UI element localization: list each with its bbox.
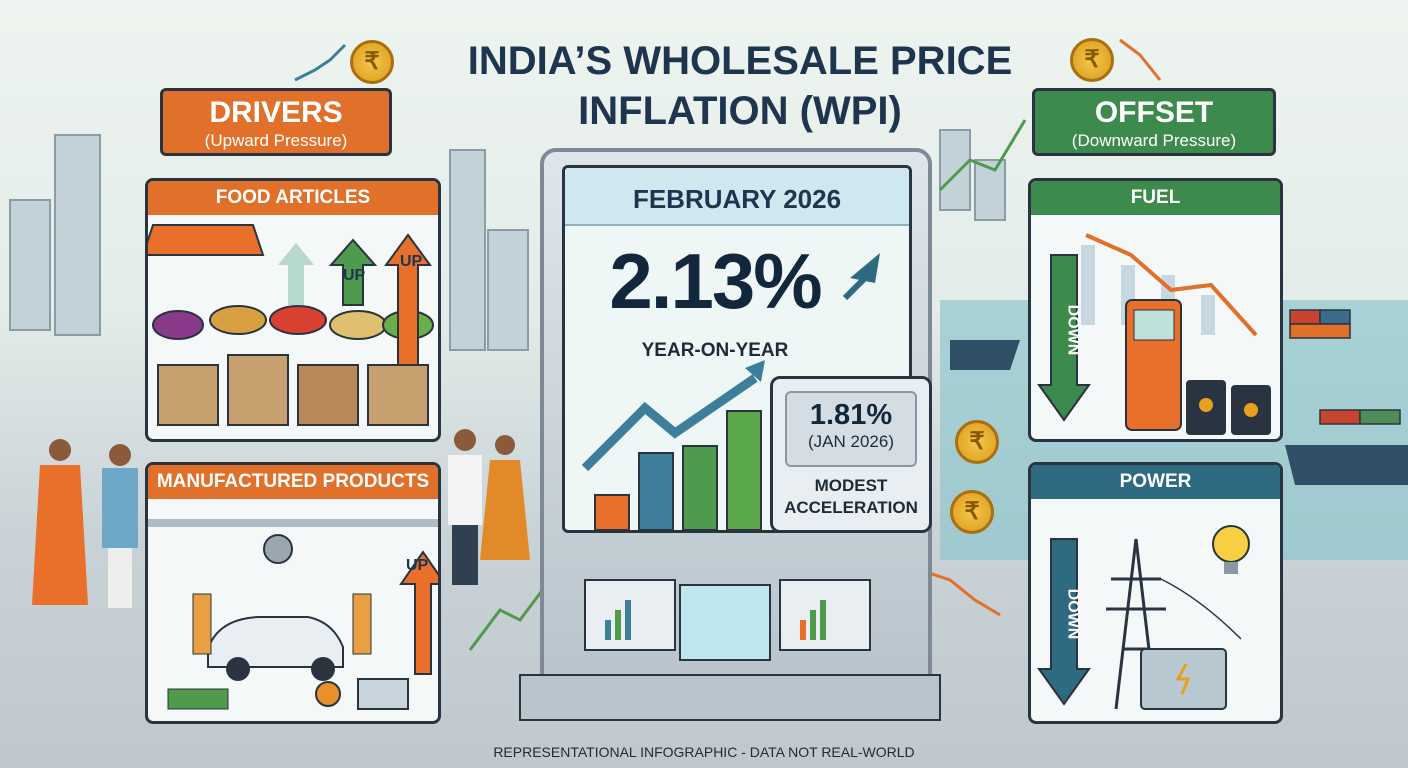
offset-title: OFFSET — [1094, 96, 1214, 129]
kiosk-base — [519, 579, 941, 721]
drivers-subtitle: (Upward Pressure) — [204, 131, 348, 150]
bar-4 — [726, 410, 762, 530]
bar-1 — [594, 494, 630, 530]
drivers-title: DRIVERS — [209, 96, 343, 129]
page-title: INDIA’S WHOLESALE PRICE INFLATION (WPI) — [360, 36, 1120, 136]
fuel-pump-illustration — [1037, 233, 1271, 435]
up-label: UP — [406, 557, 429, 574]
rupee-coin-icon: ₹ — [950, 490, 994, 534]
trend-chart — [581, 253, 880, 530]
offset-banner: OFFSET (Downward Pressure) — [1032, 88, 1276, 156]
year-on-year-caption: YEAR-ON-YEAR — [641, 340, 789, 361]
previous-date: (JAN 2026) — [808, 432, 894, 451]
rupee-coin-icon: ₹ — [1070, 38, 1114, 82]
up-arrow-icon — [745, 360, 765, 382]
month-label: FEBRUARY 2026 — [565, 168, 909, 226]
manufactured-products-header: MANUFACTURED PRODUCTS — [148, 465, 438, 499]
previous-value: 1.81% — [809, 399, 893, 431]
power-header: POWER — [1031, 465, 1280, 499]
market-stall-illustration — [148, 224, 434, 426]
factory-illustration — [148, 519, 438, 710]
down-label: DOWN — [1064, 588, 1082, 640]
bar-2 — [638, 452, 674, 530]
power-tower-illustration — [1037, 525, 1250, 710]
bar-3 — [682, 445, 718, 530]
title-line-1: INDIA’S WHOLESALE PRICE — [467, 39, 1013, 83]
trend-arrow-icon — [850, 253, 880, 283]
power-panel: POWER DOWN — [1028, 462, 1283, 724]
fuel-panel: FUEL DOWN — [1028, 178, 1283, 442]
note-line-2: ACCELERATION — [784, 498, 918, 517]
disclaimer-footer: REPRESENTATIONAL INFOGRAPHIC - DATA NOT … — [493, 744, 915, 760]
rupee-coin-icon: ₹ — [955, 420, 999, 464]
up-label: UP — [343, 267, 366, 284]
fuel-header: FUEL — [1031, 181, 1280, 215]
rupee-coin-icon: ₹ — [350, 40, 394, 84]
food-articles-header: FOOD ARTICLES — [148, 181, 438, 215]
up-trend-line — [581, 374, 758, 472]
title-line-2: INFLATION (WPI) — [578, 89, 902, 133]
down-label: DOWN — [1064, 304, 1082, 356]
offset-subtitle: (Downward Pressure) — [1071, 131, 1237, 150]
previous-month-box: 1.81% (JAN 2026) MODEST ACCELERATION — [770, 376, 932, 533]
manufactured-products-panel: MANUFACTURED PRODUCTS UP — [145, 462, 441, 724]
trend-arrow-line — [842, 270, 873, 301]
note-line-1: MODEST — [814, 476, 888, 495]
up-label: UP — [400, 253, 423, 270]
drivers-banner: DRIVERS (Upward Pressure) — [160, 88, 392, 156]
headline-inflation-value: 2.13% — [609, 237, 822, 325]
main-display-screen: FEBRUARY 2026 2.13% YEAR-ON-YEAR — [562, 165, 912, 533]
food-articles-panel: FOOD ARTICLES UP UP — [145, 178, 441, 442]
